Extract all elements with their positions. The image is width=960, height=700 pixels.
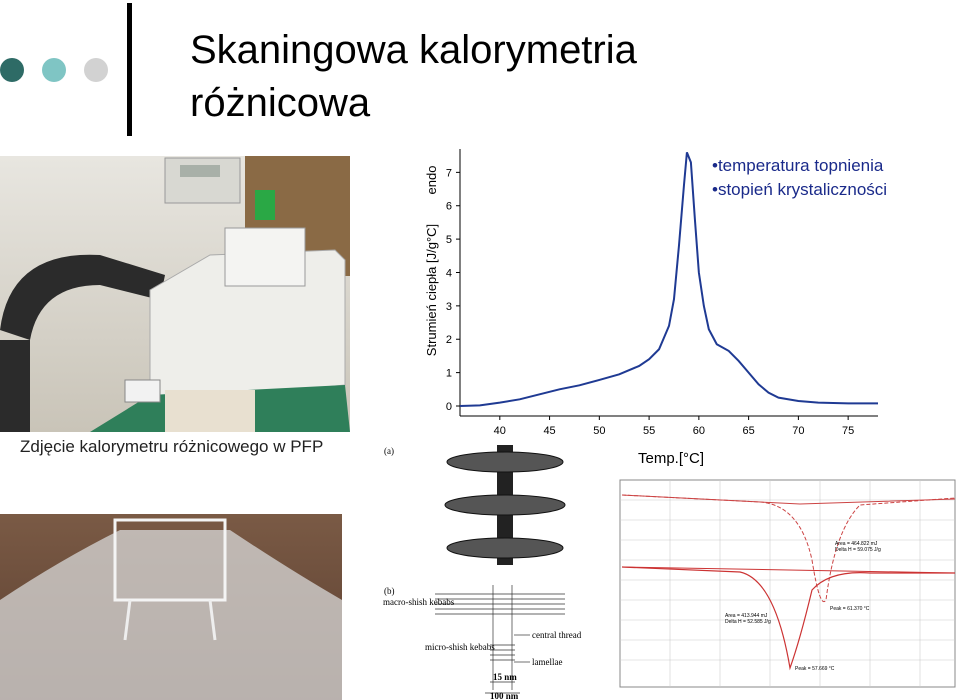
fig-label: 15 nm — [493, 672, 517, 682]
y-tick-label: 0 — [446, 401, 452, 413]
annotation: Peak = 61.370 °C — [830, 606, 870, 612]
x-tick-label: 50 — [593, 425, 605, 437]
small-dsc: Area = 464.822 mJ Delta H = 59.075 J/g P… — [619, 479, 956, 688]
x-tick-label: 70 — [792, 425, 804, 437]
y-axis-label: Strumień ciepła [J/g°C] — [424, 224, 439, 356]
x-tick-label: 75 — [842, 425, 854, 437]
fig-label: central thread — [532, 630, 582, 640]
y-tick-label: 6 — [446, 201, 452, 213]
bullet: •stopień krystaliczności — [712, 180, 887, 199]
y-tick-label: 4 — [446, 267, 452, 279]
title: różnicowa — [190, 81, 371, 125]
panel-label: (a) — [384, 446, 394, 456]
photo-caption: Zdjęcie kalorymetru różnicowego w PFP — [20, 437, 324, 456]
dsc-curve — [459, 151, 878, 407]
x-tick-label: 55 — [643, 425, 655, 437]
x-tick-label: 40 — [494, 425, 506, 437]
photo-calorimeter — [0, 156, 350, 432]
annotation: Area = 464.822 mJ — [835, 541, 878, 547]
x-tick-label: 45 — [543, 425, 555, 437]
annotation: Delta H = 52.585 J/g — [725, 619, 771, 625]
bullet: •temperatura topnienia — [712, 156, 884, 175]
annotation: Peak = 57.669 °C — [795, 666, 835, 672]
x-axis-label: Temp.[°C] — [638, 450, 704, 467]
y-tick-label: 5 — [446, 234, 452, 246]
y-tick-label: 3 — [446, 301, 452, 313]
dot — [84, 58, 108, 82]
x-tick-label: 60 — [693, 425, 705, 437]
panel-label: (b) — [384, 586, 395, 596]
y-tick-label: 1 — [446, 368, 452, 380]
structure-figure: (a) (b) macro-shish kebabs micro-shish k… — [382, 440, 597, 700]
y-tick-label: 2 — [446, 334, 452, 346]
y-tick-label: 7 — [446, 167, 452, 179]
annotation: Area = 413.944 mJ — [725, 613, 768, 619]
divider — [127, 3, 132, 136]
photo-net — [0, 514, 342, 700]
annotation: Delta H = 59.075 J/g — [835, 547, 881, 553]
x-tick-label: 65 — [742, 425, 754, 437]
fig-label: macro-shish kebabs — [383, 597, 455, 607]
title: Skaningowa kalorymetria — [190, 28, 638, 72]
fig-label: lamellae — [532, 657, 562, 667]
dot — [0, 58, 24, 82]
fig-label: 100 nm — [490, 691, 519, 700]
fig-label: micro-shish kebabs — [425, 642, 495, 652]
annotation: endo — [424, 166, 439, 195]
dot — [42, 58, 66, 82]
